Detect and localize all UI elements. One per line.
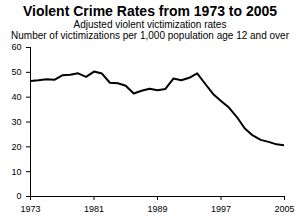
svg-text:2005: 2005: [274, 204, 294, 214]
svg-text:1989: 1989: [147, 204, 167, 214]
svg-text:1997: 1997: [211, 204, 231, 214]
svg-text:1973: 1973: [20, 204, 40, 214]
html-text:Adjusted violent victimization: Adjusted violent victimization rates: [73, 19, 227, 30]
svg-text:30: 30: [11, 117, 21, 127]
svg-text:40: 40: [11, 92, 21, 102]
svg-text:0: 0: [16, 191, 21, 201]
html-text:Violent Crime Rates from 1973: Violent Crime Rates from 1973 to 2005: [22, 3, 278, 19]
svg-text:60: 60: [11, 42, 21, 52]
svg-text:50: 50: [11, 67, 21, 77]
svg-text:10: 10: [11, 167, 21, 177]
svg-text:1981: 1981: [84, 204, 104, 214]
svg-text:20: 20: [11, 142, 21, 152]
html-text:Number of victimizations per 1: Number of victimizations per 1,000 popul…: [11, 30, 289, 41]
